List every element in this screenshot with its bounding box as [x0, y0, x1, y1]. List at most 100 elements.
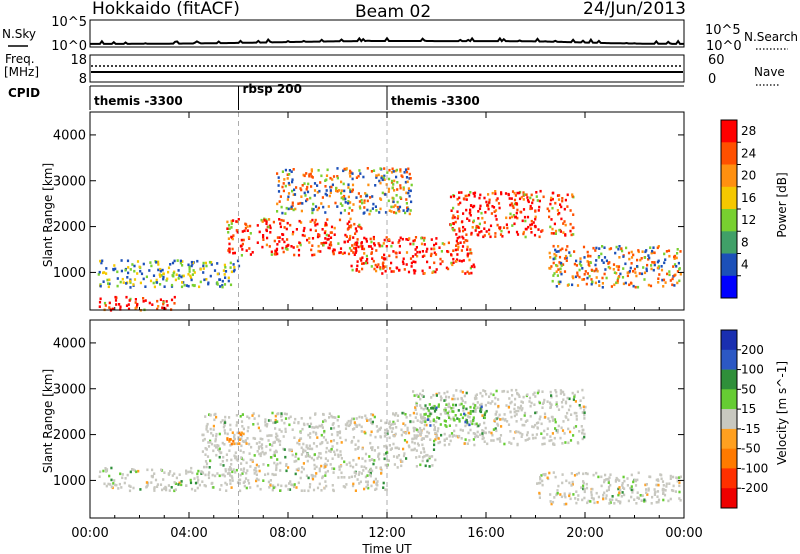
velocity-scatter-cell: [473, 406, 476, 410]
power-scatter-cell: [482, 235, 485, 239]
velocity-scatter-cell: [323, 487, 326, 490]
freq-label-line1: Freq.: [5, 52, 35, 66]
velocity-scatter-cell: [167, 484, 170, 487]
power-scatter-cell: [458, 196, 461, 200]
velocity-scatter-cell: [229, 428, 232, 431]
power-scatter-cell: [502, 226, 506, 229]
velocity-scatter-cell: [368, 418, 371, 422]
power-scatter-cell: [323, 231, 326, 235]
power-scatter-cell: [526, 199, 530, 202]
velocity-scatter-cell: [578, 404, 581, 407]
power-scatter-cell: [626, 274, 629, 278]
velocity-scatter-cell: [647, 489, 650, 492]
power-scatter-cell: [455, 239, 458, 243]
power-scatter-cell: [337, 242, 340, 245]
velocity-scatter-cell: [373, 449, 376, 452]
power-scatter-cell: [157, 268, 160, 272]
velocity-scatter-cell: [627, 499, 630, 503]
power-scatter-cell: [132, 283, 135, 286]
power-scatter-cell: [589, 254, 592, 258]
power-scatter-cell: [433, 243, 436, 247]
power-scatter-cell: [462, 229, 465, 233]
velocity-scatter-cell: [287, 416, 291, 420]
velocity-scatter-cell: [352, 436, 355, 439]
velocity-scatter-cell: [580, 486, 583, 489]
power-scatter-cell: [346, 222, 349, 226]
velocity-scatter-cell: [582, 405, 585, 409]
power-scatter-cell: [412, 260, 415, 263]
velocity-scatter-cell: [472, 402, 475, 406]
power-scatter-cell: [230, 222, 233, 225]
velocity-scatter-cell: [209, 427, 212, 431]
power-scatter-cell: [359, 257, 362, 260]
velocity-scatter-cell: [285, 484, 288, 488]
velocity-scatter-cell: [309, 447, 312, 451]
velocity-scatter-cell: [513, 407, 516, 411]
power-scatter-cell: [344, 233, 347, 237]
velocity-scatter-cell: [571, 483, 574, 486]
power-scatter-cell: [460, 191, 463, 194]
velocity-scatter-cell: [445, 403, 448, 406]
velocity-scatter-cell: [423, 423, 426, 427]
power-scatter-cell: [366, 208, 369, 212]
power-scatter-cell: [286, 247, 289, 251]
power-scatter-cell: [291, 178, 294, 181]
power-scatter-cell: [374, 263, 377, 267]
velocity-scatter-cell: [426, 418, 430, 421]
velocity-scatter-cell: [435, 392, 438, 396]
velocity-scatter-cell: [268, 434, 271, 437]
power-scatter-cell: [317, 169, 320, 172]
velocity-scatter-cell: [330, 414, 333, 418]
x-tick-label: 04:00: [170, 526, 207, 541]
velocity-scatter-cell: [308, 425, 311, 428]
power-scatter-cell: [468, 258, 471, 262]
velocity-scatter-cell: [393, 463, 396, 466]
velocity-scatter-cell: [311, 477, 315, 481]
power-scatter-cell: [559, 280, 562, 284]
velocity-scatter-cell: [399, 458, 402, 462]
velocity-scatter-cell: [582, 484, 585, 488]
velocity-scatter-cell: [293, 421, 296, 424]
power-scatter-cell: [296, 245, 299, 248]
velocity-scatter-cell: [514, 397, 517, 401]
power-scatter-cell: [172, 271, 175, 275]
power-scatter-cell: [376, 265, 379, 269]
velocity-scatter-cell: [262, 479, 265, 482]
velocity-scatter-cell: [299, 476, 302, 480]
power-scatter-cell: [409, 209, 412, 212]
velocity-scatter-cell: [498, 437, 501, 441]
velocity-scatter-cell: [474, 422, 477, 426]
power-scatter-cell: [477, 210, 480, 213]
power-scatter-cell: [157, 305, 160, 308]
colorbar-tick-label: 50: [741, 382, 756, 396]
velocity-scatter-cell: [174, 482, 177, 485]
velocity-scatter-cell: [412, 429, 416, 433]
velocity-scatter-cell: [279, 461, 282, 465]
power-scatter-cell: [553, 222, 556, 226]
velocity-scatter-cell: [469, 405, 472, 409]
velocity-scatter-cell: [561, 481, 564, 485]
velocity-scatter-cell: [231, 476, 234, 480]
velocity-scatter-cell: [174, 488, 177, 491]
velocity-scatter-cell: [436, 429, 439, 433]
power-scatter-cell: [563, 270, 567, 273]
power-scatter-cell: [205, 278, 208, 281]
velocity-scatter-cell: [180, 483, 183, 487]
velocity-scatter-cell: [205, 448, 208, 451]
power-scatter-cell: [377, 173, 380, 177]
velocity-scatter-cell: [426, 435, 429, 438]
velocity-scatter-cell: [494, 418, 497, 421]
power-scatter-cell: [546, 207, 549, 211]
power-scatter-cell: [628, 257, 631, 261]
velocity-scatter-cell: [215, 453, 218, 457]
power-scatter-cell: [277, 184, 280, 187]
power-scatter-cell: [270, 253, 273, 256]
velocity-scatter-cell: [320, 456, 323, 460]
power-scatter-cell: [447, 241, 450, 245]
power-scatter-cell: [399, 186, 402, 190]
velocity-scatter-cell: [593, 501, 596, 505]
velocity-scatter-cell: [433, 404, 436, 408]
velocity-scatter-cell: [478, 423, 481, 426]
power-scatter-cell: [390, 205, 393, 209]
velocity-scatter-cell: [518, 395, 521, 398]
